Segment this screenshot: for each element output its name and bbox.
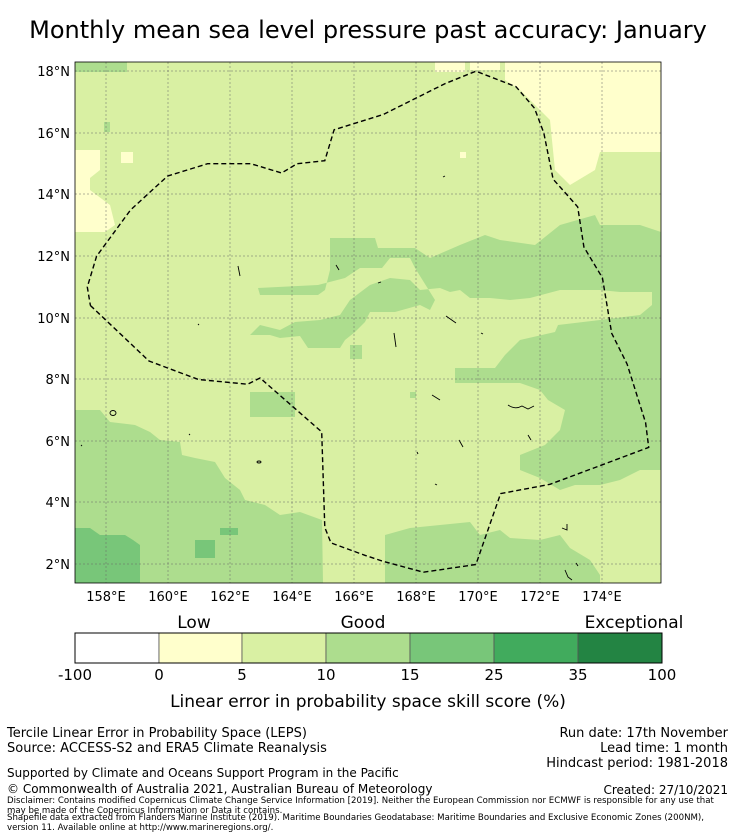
copyright-text: © Commonwealth of Australia 2021, Austra… <box>7 782 433 796</box>
colorbar-tick-5: 5 <box>237 666 247 684</box>
eez-boundary-line <box>86 70 650 573</box>
colorbar-label: Linear error in probability space skill … <box>170 692 566 712</box>
lat-label-6n: 6°N <box>46 435 71 450</box>
colorbar-tick-100: 100 <box>647 666 677 684</box>
lon-label-158e: 158°E <box>86 590 126 605</box>
lon-label-160e: 160°E <box>148 590 188 605</box>
support-text: Supported by Climate and Oceans Support … <box>7 766 399 780</box>
lon-label-166e: 166°E <box>334 590 374 605</box>
colorbar-bin-0-5 <box>158 632 243 664</box>
island-coastlines <box>80 175 579 581</box>
colorbar-bin-10-15 <box>325 632 411 664</box>
colorbar-tick-10: 10 <box>316 666 336 684</box>
lon-label-168e: 168°E <box>396 590 436 605</box>
hindcast-period: Hindcast period: 1981-2018 <box>546 756 728 771</box>
colorbar-tick-15: 15 <box>400 666 420 684</box>
colorbar-bin-5-10 <box>241 632 327 664</box>
colorbar-category-good: Good <box>340 613 386 633</box>
colorbar-category-low: Low <box>177 613 211 633</box>
lon-label-172e: 172°E <box>520 590 560 605</box>
colorbar-tick-neg100: -100 <box>57 666 93 684</box>
lon-label-170e: 170°E <box>458 590 498 605</box>
shapefile-credit: Shapefile data extracted from Flanders M… <box>7 813 704 833</box>
lead-time: Lead time: 1 month <box>600 741 728 756</box>
longitude-labels: 158°E 160°E 162°E 164°E 166°E 168°E 170°… <box>86 590 622 605</box>
lat-label-2n: 2°N <box>46 558 71 573</box>
lon-label-162e: 162°E <box>210 590 250 605</box>
lat-label-8n: 8°N <box>46 373 71 388</box>
colorbar-bin-neg100-0 <box>74 632 160 664</box>
lon-label-174e: 174°E <box>582 590 622 605</box>
colorbar-tick-25: 25 <box>484 666 504 684</box>
colorbar-category-exceptional: Exceptional <box>584 613 684 633</box>
lat-label-10n: 10°N <box>37 312 70 327</box>
latitude-labels: 18°N 16°N 14°N 12°N 10°N 8°N 6°N 4°N 2°N <box>37 65 70 573</box>
map-frame <box>74 61 662 584</box>
skill-score-field <box>75 62 661 583</box>
lon-label-164e: 164°E <box>272 590 312 605</box>
created-date: Created: 27/10/2021 <box>603 783 728 797</box>
map-title: Monthly mean sea level pressure past acc… <box>29 16 707 44</box>
lat-label-16n: 16°N <box>37 127 70 142</box>
colorbar-bin-35-100 <box>577 632 663 664</box>
lat-label-14n: 14°N <box>37 188 70 203</box>
source-text: Source: ACCESS-S2 and ERA5 Climate Reana… <box>7 741 327 756</box>
colorbar-bin-25-35 <box>493 632 579 664</box>
lat-label-18n: 18°N <box>37 65 70 80</box>
disclaimer-text: Disclaimer: Contains modified Copernicus… <box>7 796 714 816</box>
colorbar-bin-15-25 <box>409 632 495 664</box>
colorbar-tick-35: 35 <box>568 666 588 684</box>
run-date: Run date: 17th November <box>559 726 728 741</box>
lat-label-4n: 4°N <box>46 496 71 511</box>
colorbar <box>74 632 663 664</box>
product-name: Tercile Linear Error in Probability Spac… <box>7 726 307 741</box>
map-gridlines <box>75 62 661 583</box>
lat-label-12n: 12°N <box>37 250 70 265</box>
colorbar-tick-0: 0 <box>154 666 164 684</box>
map-figure: 18°N 16°N 14°N 12°N 10°N 8°N 6°N 4°N 2°N… <box>37 61 663 664</box>
